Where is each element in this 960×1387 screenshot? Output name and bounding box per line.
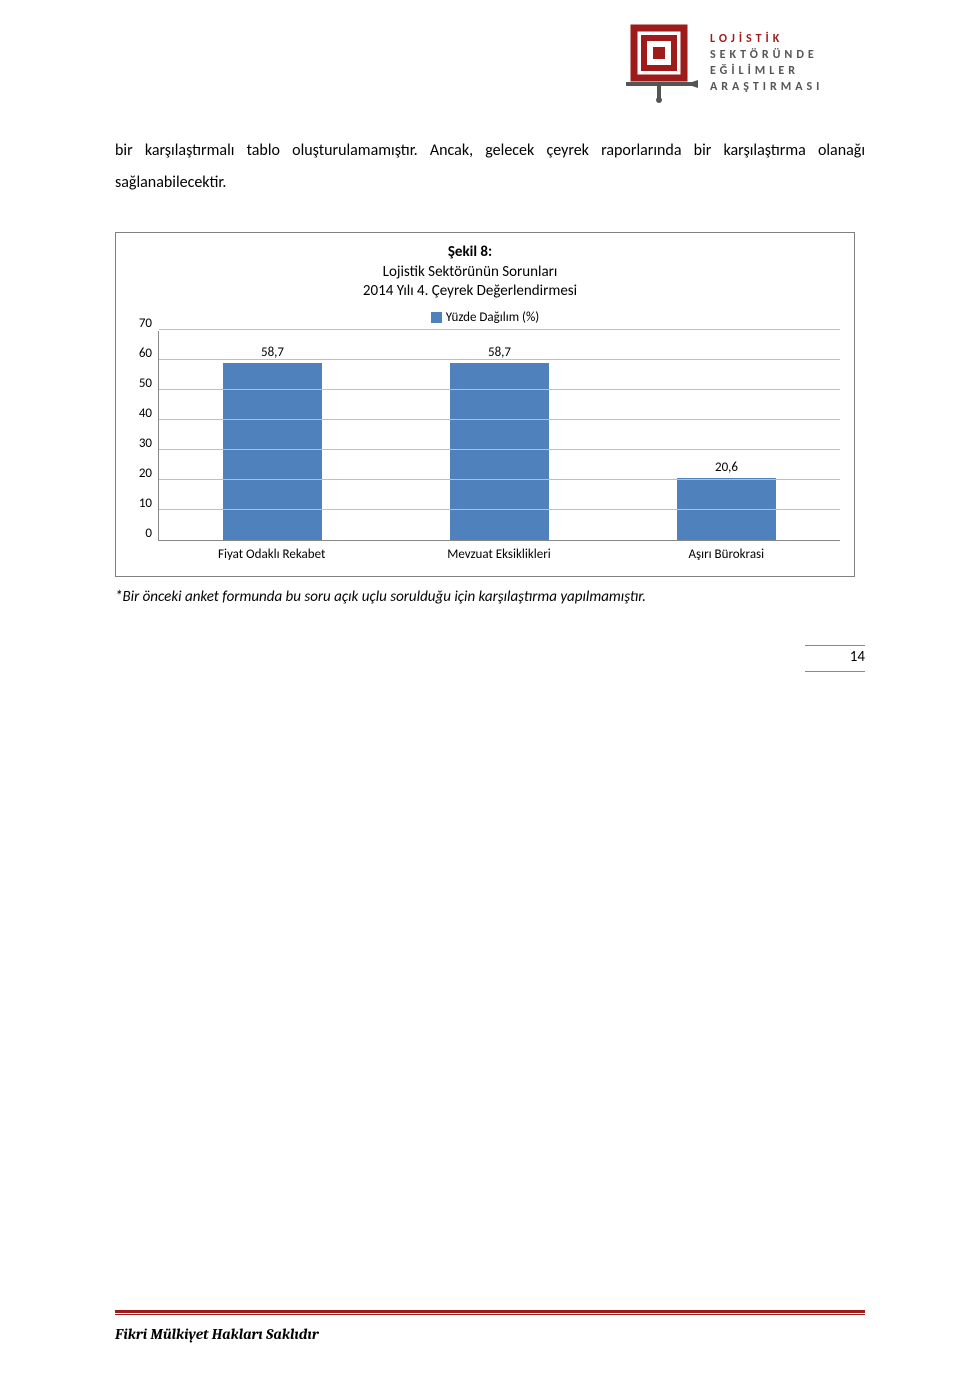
x-axis-label: Mevzuat Eksiklikleri [385,547,612,562]
gridline [159,359,840,360]
chart-legend: Yüzde Dağılım (%) [130,310,840,325]
chart-container: Şekil 8: Lojistik Sektörünün Sorunları 2… [115,232,855,577]
logo-line-1: LOJİSTİK [710,31,823,47]
chart-title-line-2: Lojistik Sektörünün Sorunları [310,263,630,283]
gridline [159,509,840,510]
chart-footnote: *Bir önceki anket formunda bu soru açık … [115,588,865,606]
header-logo: LOJİSTİK SEKTÖRÜNDE EĞİLİMLER ARAŞTIRMAS… [620,18,880,108]
chart-title-line-3: 2014 Yılı 4. Çeyrek Değerlendirmesi [310,282,630,302]
page: LOJİSTİK SEKTÖRÜNDE EĞİLİMLER ARAŞTIRMAS… [0,0,960,1387]
logo-text: LOJİSTİK SEKTÖRÜNDE EĞİLİMLER ARAŞTIRMAS… [710,31,823,96]
chart-title: Şekil 8: Lojistik Sektörünün Sorunları 2… [310,243,630,302]
gridline [159,329,840,330]
page-number-underline [805,666,865,672]
page-number-value: 14 [805,645,865,666]
y-axis: 706050403020100 [130,331,158,541]
x-axis-label: Fiyat Odaklı Rekabet [158,547,385,562]
bar-value-label: 20,6 [715,460,738,475]
body-paragraph: bir karşılaştırmalı tablo oluşturulamamı… [115,135,865,199]
gridline [159,449,840,450]
page-number: 14 [805,645,865,672]
logo-line-3: EĞİLİMLER [710,63,823,79]
footer-text: Fikri Mülkiyet Hakları Saklıdır [115,1325,319,1343]
x-axis-label: Aşırı Bürokrasi [613,547,840,562]
logo-line-4: ARAŞTIRMASI [710,79,823,95]
gridline [159,479,840,480]
gridline [159,389,840,390]
chart-title-line-1: Şekil 8: [310,243,630,263]
legend-label: Yüzde Dağılım (%) [446,310,539,325]
plot-area: 706050403020100 58,7 58,7 20,6 [130,331,840,541]
x-axis-labels: Fiyat Odaklı RekabetMevzuat Eksiklikleri… [158,547,840,562]
footer-rule [115,1310,865,1315]
legend-swatch-icon [431,312,442,323]
bar: 58,7 [223,363,323,539]
logo-line-2: SEKTÖRÜNDE [710,47,823,63]
bar: 58,7 [450,363,550,539]
gridline [159,419,840,420]
plot: 58,7 58,7 20,6 [158,331,840,541]
logo-mark-icon [620,22,702,104]
